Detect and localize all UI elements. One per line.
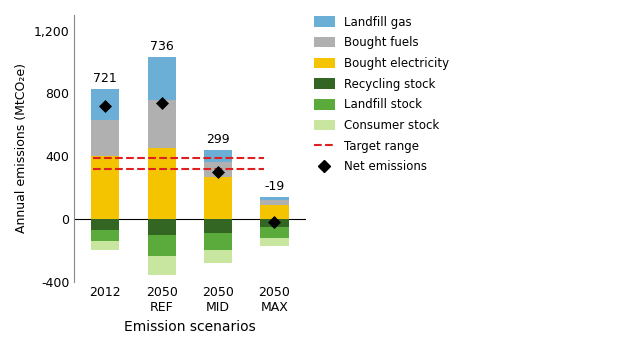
Bar bbox=[260, 219, 289, 228]
Bar bbox=[260, 200, 289, 205]
Legend: Landfill gas, Bought fuels, Bought electricity, Recycling stock, Landfill stock,: Landfill gas, Bought fuels, Bought elect… bbox=[314, 16, 449, 173]
Bar bbox=[91, 230, 119, 241]
Bar bbox=[91, 89, 119, 120]
Text: -19: -19 bbox=[264, 180, 285, 193]
Bar bbox=[260, 205, 289, 219]
Text: 721: 721 bbox=[93, 72, 117, 85]
Bar bbox=[91, 120, 119, 156]
Bar bbox=[91, 219, 119, 230]
Text: 736: 736 bbox=[150, 40, 173, 53]
Bar bbox=[260, 197, 289, 200]
Bar bbox=[260, 238, 289, 246]
Bar bbox=[148, 235, 176, 257]
Bar bbox=[148, 257, 176, 275]
Bar bbox=[148, 100, 176, 148]
Bar bbox=[204, 162, 232, 177]
Bar bbox=[204, 233, 232, 250]
Bar bbox=[260, 228, 289, 238]
Bar bbox=[204, 177, 232, 219]
X-axis label: Emission scenarios: Emission scenarios bbox=[124, 320, 256, 334]
Bar bbox=[148, 148, 176, 219]
Bar bbox=[204, 219, 232, 233]
Bar bbox=[91, 241, 119, 250]
Bar bbox=[204, 250, 232, 263]
Y-axis label: Annual emissions (MtCO₂e): Annual emissions (MtCO₂e) bbox=[15, 63, 28, 233]
Bar bbox=[148, 219, 176, 235]
Text: 299: 299 bbox=[206, 133, 230, 146]
Bar bbox=[204, 150, 232, 162]
Bar bbox=[148, 57, 176, 100]
Bar bbox=[91, 156, 119, 219]
